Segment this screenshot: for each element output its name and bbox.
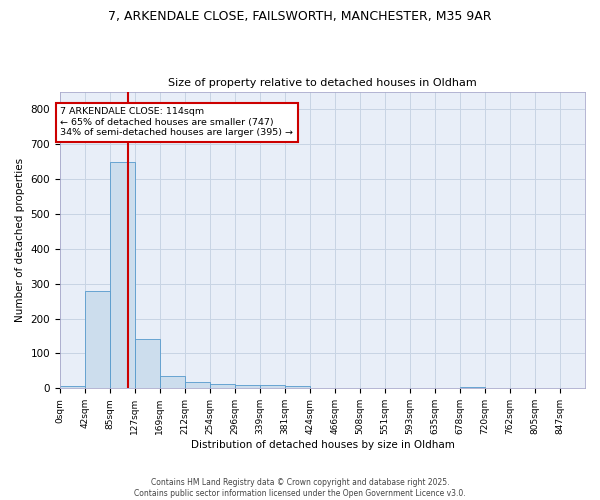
Bar [185,382,210,388]
Bar [260,385,285,388]
X-axis label: Distribution of detached houses by size in Oldham: Distribution of detached houses by size … [191,440,454,450]
Bar [85,292,110,388]
Title: Size of property relative to detached houses in Oldham: Size of property relative to detached ho… [168,78,477,88]
Bar [235,384,260,388]
Bar [285,386,310,388]
Y-axis label: Number of detached properties: Number of detached properties [15,158,25,322]
Bar [160,376,185,388]
Bar [135,339,160,388]
Bar [460,386,485,388]
Text: 7 ARKENDALE CLOSE: 114sqm
← 65% of detached houses are smaller (747)
34% of semi: 7 ARKENDALE CLOSE: 114sqm ← 65% of detac… [61,108,293,137]
Bar [210,384,235,388]
Bar [60,386,85,388]
Bar [110,162,135,388]
Text: Contains HM Land Registry data © Crown copyright and database right 2025.
Contai: Contains HM Land Registry data © Crown c… [134,478,466,498]
Text: 7, ARKENDALE CLOSE, FAILSWORTH, MANCHESTER, M35 9AR: 7, ARKENDALE CLOSE, FAILSWORTH, MANCHEST… [108,10,492,23]
